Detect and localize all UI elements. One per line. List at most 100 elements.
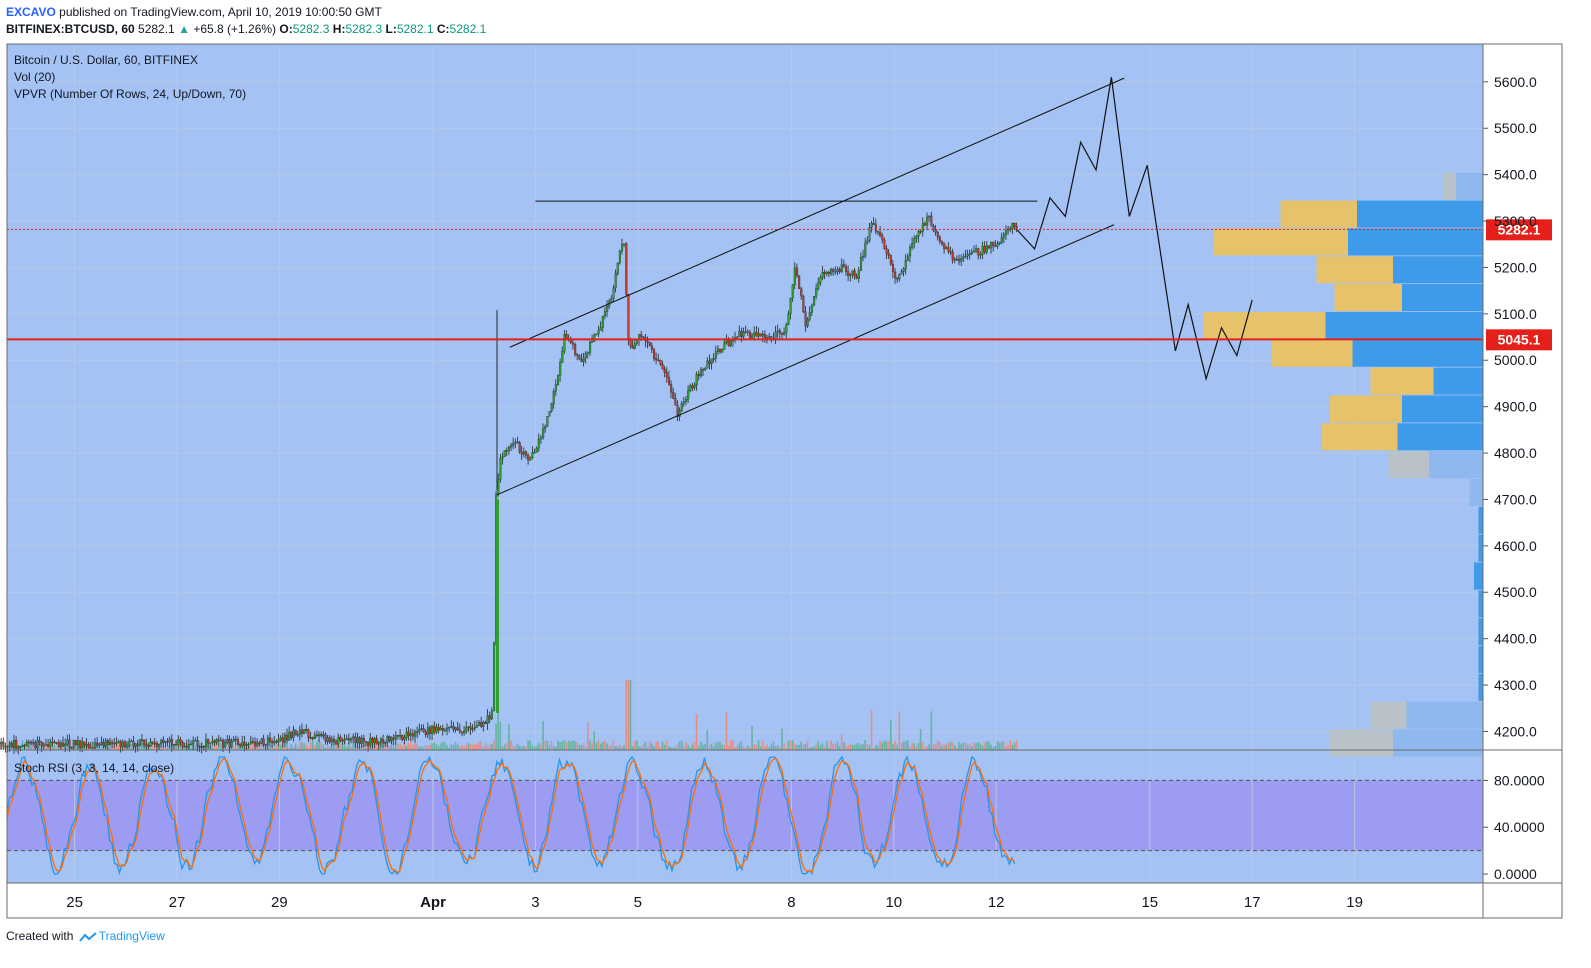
volume-bar (960, 743, 962, 750)
candle-body (448, 726, 451, 729)
candle-body (531, 452, 534, 458)
price-axis-label: 5200.0 (1494, 259, 1537, 275)
candle-body (183, 745, 186, 748)
candle-body (109, 742, 112, 745)
candle-body (251, 741, 255, 743)
candle-body (411, 733, 415, 737)
candle-body (932, 226, 935, 231)
vpvr-down-bar (1469, 478, 1483, 506)
volume-bar (55, 746, 58, 750)
footer: Created with TradingView (6, 929, 165, 943)
candle-body (134, 743, 137, 747)
candle-body (232, 738, 235, 742)
candle-body (126, 745, 129, 748)
candle-body (68, 739, 71, 748)
volume-bar (580, 745, 583, 750)
candle-body (102, 742, 105, 747)
volume-bar (838, 745, 841, 750)
candle-body (740, 331, 743, 337)
volume-bar (806, 740, 809, 750)
volume-bar (840, 733, 843, 750)
candle-body (727, 339, 730, 346)
candle-body (849, 274, 852, 276)
candle-body (996, 243, 999, 247)
volume-bar (232, 745, 235, 750)
volume-bar (877, 745, 879, 750)
volume-bar (825, 740, 828, 750)
volume-bar (811, 747, 813, 750)
volume-bar (572, 740, 574, 750)
candle-body (358, 737, 361, 744)
volume-bar (164, 746, 167, 750)
volume-bar (695, 713, 698, 750)
author-link[interactable]: EXCAVO (6, 5, 56, 19)
candle-body (115, 742, 118, 744)
volume-bar (215, 743, 218, 750)
candle-body (584, 352, 587, 359)
volume-bar (678, 741, 681, 750)
candle-body (283, 734, 287, 743)
candle-body (546, 416, 549, 427)
candle-body (21, 744, 24, 747)
candle-body (55, 742, 58, 744)
candle-body (550, 403, 553, 412)
vpvr-down-bar (1478, 534, 1483, 562)
candle-body (787, 313, 790, 325)
volume-bar (894, 740, 896, 750)
volume-bar (851, 744, 854, 750)
candle-body (405, 731, 408, 738)
candle-body (249, 741, 252, 745)
volume-bar (879, 740, 881, 750)
volume-bar (683, 746, 685, 750)
volume-bar (689, 747, 692, 750)
candle-body (949, 251, 952, 253)
volume-bar (783, 743, 785, 750)
volume-bar (53, 744, 56, 750)
candle-body (898, 274, 901, 280)
candle-body (1011, 223, 1014, 229)
volume-bar (514, 746, 517, 750)
candle-body (994, 245, 997, 247)
candle-body (678, 410, 681, 417)
candle-body (181, 742, 184, 747)
candle-body (973, 250, 976, 253)
volume-bar (753, 744, 756, 750)
candle-body (47, 744, 50, 747)
candle-body (106, 740, 109, 745)
volume-bar (864, 740, 866, 750)
candle-body (200, 746, 203, 748)
volume-bar (450, 744, 453, 750)
volume-bar (996, 741, 999, 750)
vpvr-down-bar (1478, 506, 1483, 534)
volume-bar (988, 741, 990, 750)
candle-body (571, 342, 575, 345)
candle-body (872, 223, 875, 225)
candle-body (132, 740, 135, 747)
volume-bar (473, 743, 476, 750)
volume-bar (390, 741, 393, 750)
candle-body (490, 710, 493, 720)
price-axis-label: 5100.0 (1494, 306, 1537, 322)
candle-body (228, 739, 231, 748)
volume-bar (422, 747, 425, 750)
candle-body (757, 333, 760, 337)
candle-body (934, 229, 937, 233)
tradingview-link[interactable]: TradingView (98, 929, 165, 943)
volume-bar (529, 740, 532, 750)
volume-bar (928, 744, 930, 750)
candle-body (187, 744, 191, 748)
candle-body (96, 742, 99, 746)
candle-body (529, 457, 532, 461)
candle-body (290, 731, 293, 738)
volume-bar (520, 746, 523, 750)
volume-bar (495, 723, 497, 750)
candle-body (877, 231, 880, 233)
volume-bar (655, 741, 657, 750)
volume-bar (601, 741, 604, 750)
volume-bar (823, 746, 826, 750)
volume-bar (124, 747, 126, 750)
candle-body (868, 227, 871, 241)
volume-bar (62, 746, 64, 750)
candle-body (301, 729, 304, 734)
